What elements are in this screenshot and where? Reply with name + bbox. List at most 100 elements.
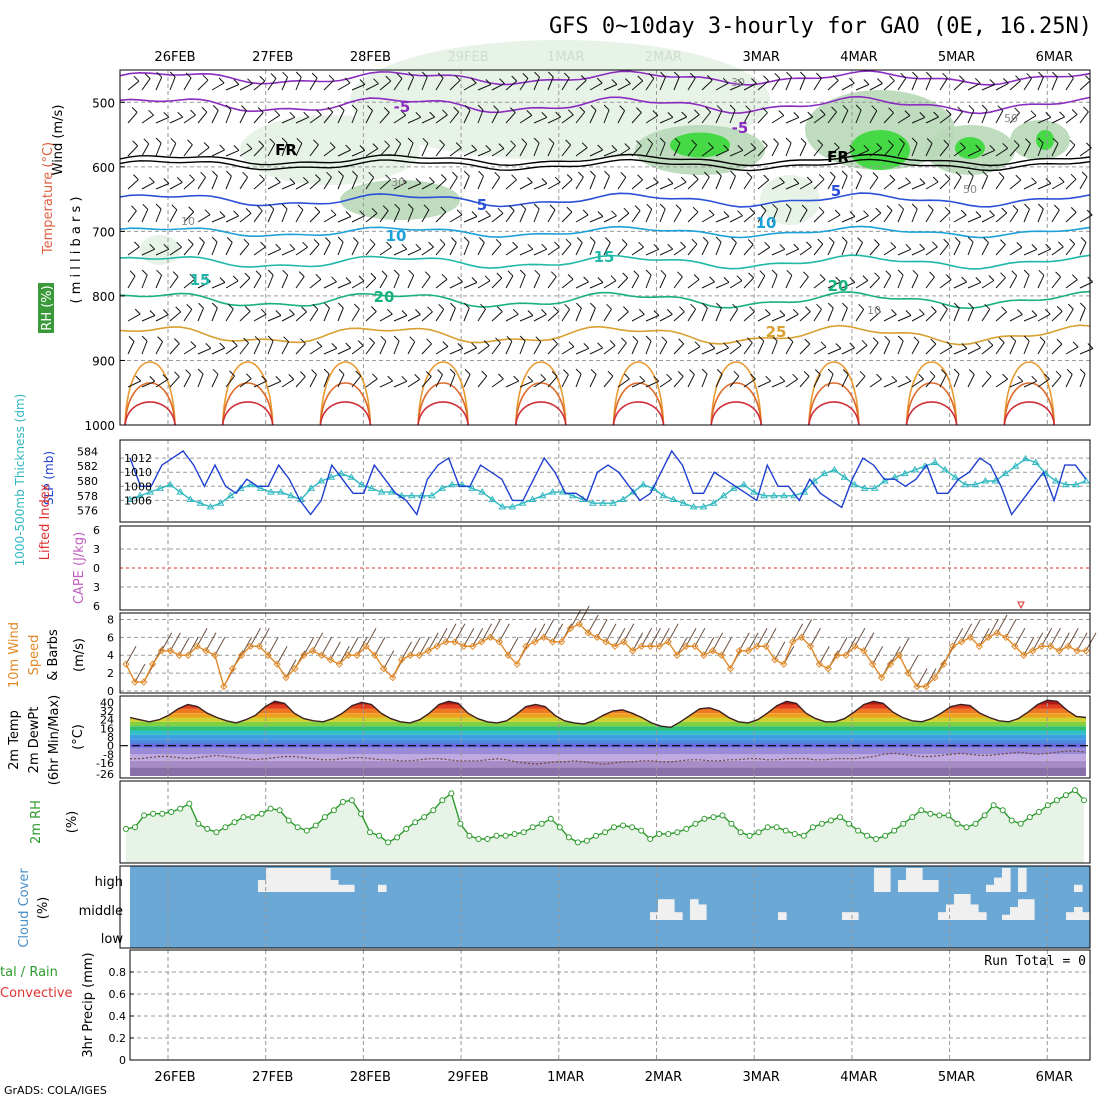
wind-barb-flag [477,104,484,111]
wind-barb-flag [693,274,700,280]
series-point [855,827,862,834]
wind-barb [967,110,975,124]
wind-barb [603,215,617,223]
wind-barb [673,76,680,91]
wind-barb [281,274,289,289]
wind-barb-flag [478,170,484,177]
wind-barb [743,212,756,223]
wind-barb [869,378,882,388]
wind-barb [841,347,855,355]
wind-barb-flag [369,238,376,245]
wind-barb-flag [510,140,516,147]
contour-label: -5 [732,119,749,137]
series-point [1002,633,1010,642]
wind-barb [589,175,596,190]
wind-barb-flag [1071,109,1078,115]
wind-barb-flag [578,171,584,178]
wind-barb [141,380,156,388]
date-label-top: 26FEB [154,50,195,65]
wind-barb [533,274,541,289]
series-point [146,488,155,495]
wind-barb-flag [274,109,281,116]
wind-barb-flag [535,336,542,343]
series-point [975,642,984,651]
series-point [900,469,909,477]
wind-barb [211,241,218,256]
wind-barb-flag [818,173,825,180]
series-point [256,484,265,491]
wind-barb [925,311,937,322]
wind-barb-flag [841,170,848,177]
series-point [611,642,619,651]
wind-barb [1079,111,1089,124]
wind-barb-flag [1023,335,1030,342]
wind-barb [799,116,813,124]
wind-barb [281,208,288,223]
wind-barb [225,215,239,223]
wind-barb [673,116,687,124]
wind-barb-flag [1056,306,1063,312]
series-point [637,642,646,651]
wind-barb-flag [942,303,948,310]
wind-barb [183,77,192,91]
wind-barb [183,346,197,355]
rh-2m-panel: 2m RH (%) [29,780,1091,864]
wind-barb [589,241,596,256]
wind-barb [799,76,806,91]
wind-barb [169,343,180,355]
wind-barb-flag [842,302,848,309]
wind-barb-flag [1072,341,1079,348]
wind-barb [505,246,518,256]
date-label-bottom: 4MAR [840,1070,877,1085]
wind-barb-flag [205,343,212,349]
cloud-bars [258,868,1091,920]
wind-barb [365,342,375,355]
wind-barb [393,274,400,289]
series-point [136,491,144,499]
wind-barb [1065,346,1079,355]
wind-barb [687,77,696,91]
series-point [639,480,648,488]
wind-barb-flag [241,105,247,111]
wind-barb-flag [723,211,730,217]
wind-barb-flag [675,204,682,211]
wind-barb [575,373,582,388]
wind-barb [911,142,918,157]
series-point [981,477,990,484]
series-point [317,477,326,484]
wind-barb-flag [172,271,179,277]
isotherm-loop [1003,401,1056,426]
wind-barb-flag [748,272,754,279]
wind-barb [197,111,208,124]
wind-barb [953,214,967,223]
wind-barb-flag [819,274,826,280]
wind-barb [505,341,513,355]
series-point [150,810,157,817]
contour-label: 25 [766,323,787,341]
wind-barb [631,80,644,91]
wind-barb-flag [496,272,503,279]
wind-barb [645,315,660,322]
wind-barb-flag [400,109,407,116]
wind-barb [449,79,461,91]
series-point [358,810,364,817]
wind-barb-flag [786,269,793,276]
wind-barb-flag [421,71,428,78]
cloud-bar [266,868,275,892]
wind-10m-barb [818,645,830,665]
wind-barb-flag [679,306,685,313]
wind-barb-flag [471,211,478,217]
wind-barb [757,210,767,223]
isotherm-loop [221,361,274,426]
series-point [166,480,175,488]
series-point [457,820,464,827]
wind-barb [421,209,430,223]
wind-barb-flag [401,375,408,382]
wind-barb-flag [930,306,937,312]
wind-barb-flag [1000,272,1006,279]
wind-barb [967,216,982,223]
wind-barb-flag [919,243,926,250]
wind-barb [603,375,614,388]
series-point [700,651,708,659]
temp-tick-label: 8 [107,731,114,744]
